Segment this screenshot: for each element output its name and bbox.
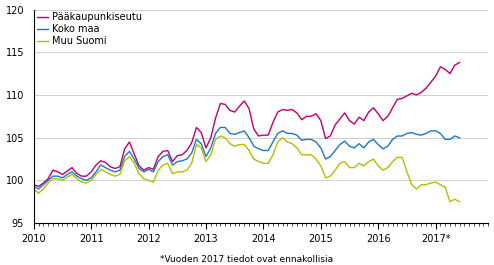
Line: Pääkaupunkiseutu: Pääkaupunkiseutu [34,63,459,186]
Muu Suomi [217,134,223,138]
Muu Suomi [390,160,396,163]
Legend: Pääkaupunkiseutu, Koko maa, Muu Suomi: Pääkaupunkiseutu, Koko maa, Muu Suomi [37,12,142,46]
Muu Suomi [447,200,453,203]
Koko maa [447,138,453,141]
Koko maa [404,132,410,135]
Muu Suomi [88,179,94,182]
Pääkaupunkiseutu [93,164,99,167]
Muu Suomi [456,200,462,203]
Koko maa [337,143,343,146]
Pääkaupunkiseutu [165,149,171,152]
Pääkaupunkiseutu [390,106,396,109]
Koko maa [394,134,400,138]
Muu Suomi [160,164,166,167]
Koko maa [31,185,37,188]
Pääkaupunkiseutu [399,97,405,100]
Pääkaupunkiseutu [31,183,37,186]
Koko maa [217,126,223,129]
Pääkaupunkiseutu [36,185,41,188]
Muu Suomi [332,169,338,172]
Pääkaupunkiseutu [442,68,448,71]
Line: Muu Suomi: Muu Suomi [34,136,459,202]
Muu Suomi [442,186,448,189]
Pääkaupunkiseutu [332,123,338,126]
Koko maa [36,187,41,191]
Koko maa [165,153,171,156]
Muu Suomi [31,187,37,191]
Line: Koko maa: Koko maa [34,127,459,189]
Koko maa [456,136,462,139]
Pääkaupunkiseutu [456,61,462,64]
Muu Suomi [399,156,405,159]
Text: *Vuoden 2017 tiedot ovat ennakollisia: *Vuoden 2017 tiedot ovat ennakollisia [161,255,333,264]
Koko maa [93,170,99,174]
